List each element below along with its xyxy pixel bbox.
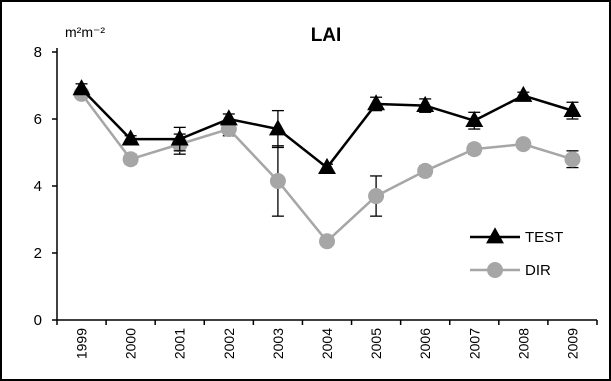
series-dir xyxy=(73,85,581,250)
data-point-test xyxy=(318,157,336,174)
x-tick-label: 2000 xyxy=(123,328,139,359)
series-layer xyxy=(72,79,582,250)
x-tick-label: 2001 xyxy=(172,328,188,359)
data-point-test xyxy=(219,109,238,126)
data-point-dir xyxy=(122,151,139,168)
legend-marker-dir xyxy=(487,262,503,278)
y-axis-unit-label: m²m⁻² xyxy=(65,24,105,40)
legend-label-test: TEST xyxy=(525,229,563,246)
series-test xyxy=(72,79,582,174)
data-point-dir xyxy=(417,162,434,179)
legend-marker-test xyxy=(486,227,504,244)
y-tick-label: 2 xyxy=(34,245,42,262)
data-point-test xyxy=(170,129,189,146)
data-point-test xyxy=(416,95,435,112)
y-tick-label: 6 xyxy=(34,111,42,128)
x-tick-label: 2002 xyxy=(221,328,237,359)
x-tick-label: 2008 xyxy=(515,328,531,359)
y-tick-label: 0 xyxy=(34,312,42,329)
data-point-dir xyxy=(319,233,335,250)
legend-label-dir: DIR xyxy=(525,262,551,279)
data-point-dir xyxy=(466,141,483,158)
data-point-test xyxy=(121,129,140,146)
data-point-dir xyxy=(515,136,532,153)
data-point-dir xyxy=(269,172,286,189)
data-point-test xyxy=(268,119,287,136)
chart-title: LAI xyxy=(311,25,342,46)
data-point-test xyxy=(563,100,582,118)
data-point-dir xyxy=(564,151,581,168)
x-tick-label: 2003 xyxy=(270,328,286,359)
data-point-test xyxy=(465,110,484,128)
x-tick-label: 2004 xyxy=(319,328,335,359)
x-tick-label: 1999 xyxy=(74,328,90,359)
data-point-test xyxy=(72,79,91,96)
data-point-test xyxy=(514,85,533,102)
axes: 0 2 4 6 8 1999 2000 2001 2002 2003 2004 2005 2006 200… xyxy=(34,44,598,359)
legend: TEST DIR xyxy=(470,227,563,279)
data-point-test xyxy=(367,94,386,111)
y-tick-label: 4 xyxy=(34,178,42,195)
x-tick-label: 2005 xyxy=(368,328,384,359)
x-tick-label: 2009 xyxy=(564,328,580,359)
y-tick-label: 8 xyxy=(34,44,42,61)
x-tick-label: 2006 xyxy=(417,328,433,359)
data-point-dir xyxy=(368,188,385,205)
x-tick-label: 2007 xyxy=(466,328,482,359)
